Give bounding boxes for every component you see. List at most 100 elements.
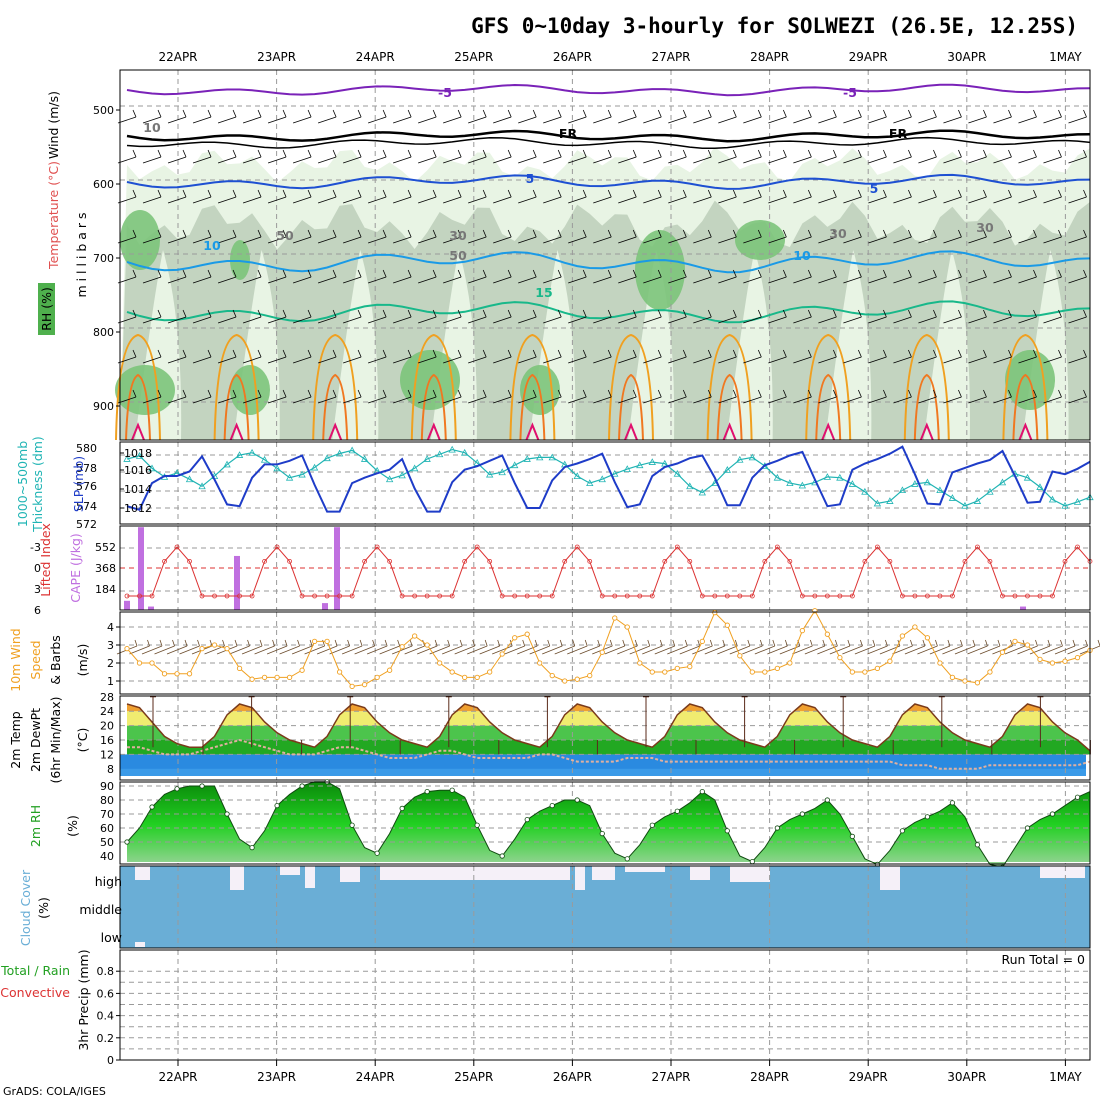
wind-barb-flag	[1083, 189, 1087, 198]
wind10-point	[637, 660, 643, 666]
wind-barb	[568, 156, 587, 164]
temp-contour-10	[126, 250, 1091, 274]
wind-barb	[993, 156, 1012, 164]
wind-barb	[493, 156, 512, 164]
wind10-barb-flag	[872, 639, 876, 647]
wind-barb-flag	[782, 189, 787, 198]
wind10-barb	[667, 645, 688, 655]
wind-barb	[342, 116, 362, 124]
wind10-point	[962, 678, 968, 684]
lifted-index-point	[562, 558, 568, 564]
thickness-point	[773, 473, 782, 481]
wind-barb	[317, 356, 337, 364]
thickness-point	[873, 499, 882, 507]
top-date-25APR: 25APR	[454, 50, 493, 64]
thickness-tick: 578	[76, 462, 97, 475]
panel-frame	[119, 525, 1091, 611]
rh-point	[1024, 825, 1031, 831]
wind-barb	[943, 156, 962, 164]
wind-barb-flag	[257, 229, 262, 238]
wind-barb	[993, 236, 1012, 244]
y-tick-label: 500	[93, 104, 114, 117]
lifted-index-point	[612, 593, 618, 599]
lifted-index-point	[162, 558, 167, 564]
wind-barb	[342, 316, 362, 324]
lifted-index-point	[699, 593, 705, 599]
wind-barb	[893, 316, 912, 324]
wind10-barb-flag	[1072, 639, 1076, 647]
cape-lifted-index-panel: -3 0 3 6 552 368 184	[30, 525, 1093, 617]
cloud-unit: (%)	[36, 897, 51, 919]
wind10-barb	[1067, 645, 1088, 655]
temp-contour-20	[805, 333, 852, 441]
wind10-barb-flag	[334, 639, 338, 647]
top-date-26APR: 26APR	[553, 50, 592, 64]
temp-tick: 28	[100, 691, 114, 704]
wind-barb	[167, 356, 187, 364]
wind-barb	[968, 236, 987, 244]
upper-legend-wind: Wind (m/s)	[46, 91, 61, 159]
wind-barb-flag	[1083, 349, 1087, 358]
wind-barb	[1018, 156, 1037, 164]
wind-barb-flag	[207, 269, 212, 278]
temp-contour-20	[312, 333, 359, 441]
wind-barb	[167, 396, 187, 404]
rh-tick: 60	[100, 822, 114, 835]
wind-barb-flag	[582, 189, 587, 198]
wind10-barb	[141, 645, 163, 655]
cape-legend: Lifted Index CAPE (J/kg)	[38, 523, 83, 603]
wind-barb	[693, 396, 712, 404]
wind-barb-flag	[432, 189, 437, 198]
wind-barb-flag	[282, 229, 287, 238]
wind10-tick-label: 3	[107, 639, 114, 652]
wind-barb	[918, 316, 937, 324]
wind-barb	[342, 236, 362, 244]
wind-barb	[142, 316, 162, 324]
wind-barb	[693, 116, 712, 124]
wind-barb-flag	[282, 109, 287, 118]
wind10-tick-label: 4	[107, 621, 114, 634]
top-date-23APR: 23APR	[257, 50, 296, 64]
wind-barb-flag	[382, 389, 387, 398]
wind-barb-flag	[908, 189, 912, 198]
wind-barb-flag	[182, 389, 187, 398]
wind-barb-flag	[532, 109, 537, 118]
wind-barb	[342, 156, 362, 164]
wind-barb-flag	[607, 229, 612, 238]
panel-frame	[119, 865, 1091, 949]
thickness-point	[461, 448, 469, 456]
wind-barb	[192, 396, 212, 404]
wind-barb-flag	[157, 109, 162, 118]
wind-barb	[1018, 196, 1037, 204]
temp-contour-5	[126, 173, 1091, 190]
temp-contour-freezing	[126, 129, 1091, 143]
wind10-point	[211, 642, 218, 648]
lifted-index-point	[424, 593, 430, 599]
wind-barb-flag	[883, 229, 887, 238]
lifted-index-point	[374, 544, 380, 550]
wind-barb	[418, 276, 437, 284]
wind-barb	[1043, 156, 1062, 164]
wind-barb	[267, 116, 287, 124]
wind10-barb	[567, 645, 588, 655]
wind-barb	[618, 356, 637, 364]
wind-barb-flag	[432, 349, 437, 358]
rh-point	[924, 814, 931, 820]
lifted-index-point	[412, 593, 418, 599]
wind-barb-flag	[883, 309, 887, 318]
wind-barb	[893, 396, 912, 404]
wind10-point	[324, 638, 330, 645]
wind-barb-flag	[232, 389, 237, 398]
wind-barb-flag	[933, 269, 937, 278]
wind-barb-flag	[157, 229, 162, 238]
wind10-point	[437, 660, 443, 666]
thickness-point	[135, 452, 144, 459]
temp-contour-20	[1002, 333, 1049, 441]
wind10-barb-flag	[272, 639, 275, 647]
wind10-barb-flag	[1047, 639, 1051, 647]
lifted-index-point	[987, 558, 993, 564]
wind-barb-flag	[1008, 189, 1012, 198]
wind10-barb-flag	[772, 639, 776, 647]
wind-barb-flag	[232, 229, 237, 238]
thickness-point	[611, 469, 619, 477]
